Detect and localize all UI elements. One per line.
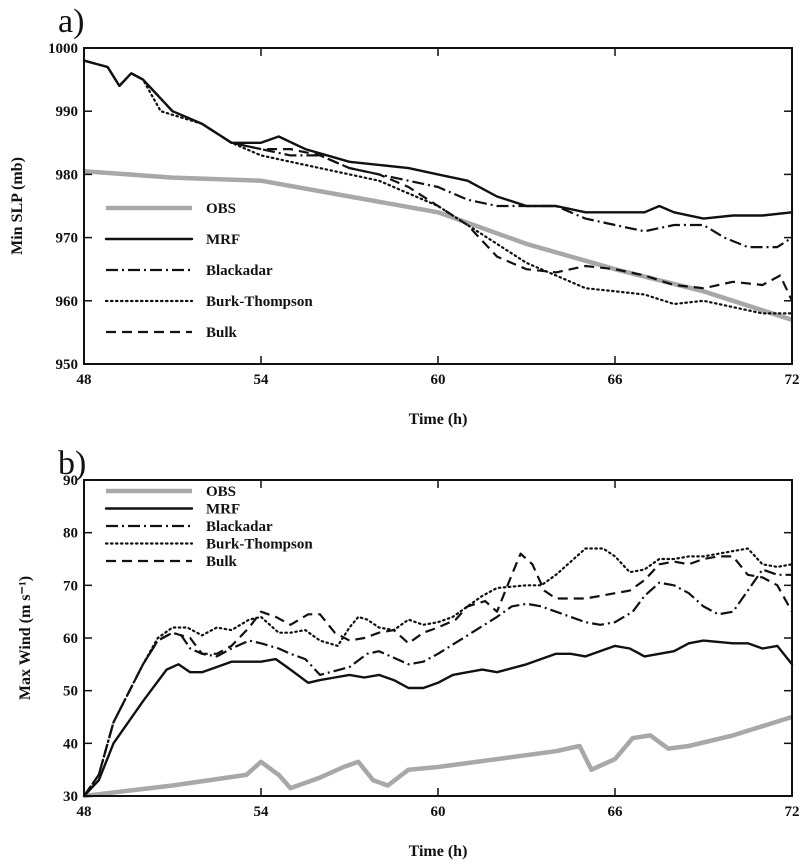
panel-a-ytick-label: 980 xyxy=(56,167,79,183)
panel-a-ytick-label: 960 xyxy=(56,294,79,310)
panel-a-xtick-label: 66 xyxy=(608,372,624,388)
panel-b-xtick-label: 66 xyxy=(608,804,624,820)
panel-a-legend-label-mrf: MRF xyxy=(206,232,240,248)
panel-b-ylabel: Max Wind (m s⁻¹) xyxy=(17,576,34,700)
panel-a-series-burk-thompson xyxy=(82,59,794,315)
panel-b-ytick-label: 90 xyxy=(63,473,78,489)
panel-b-xtick-label: 48 xyxy=(77,804,92,820)
panel-a-xlabel: Time (h) xyxy=(409,411,468,428)
panel-b-series xyxy=(82,547,794,799)
panel-b-series-blackadar xyxy=(83,568,792,797)
panel-b-ytick-label: 30 xyxy=(63,789,78,805)
panel-a-ticks: 48 54 60 66 72 950 960 970 980 990 1000 xyxy=(48,41,800,388)
panel-a-series-mrf xyxy=(82,59,794,220)
panel-a: a) 48 54 60 66 72 950 960 970 980 990 1000 OBS MRF B… xyxy=(9,3,800,428)
panel-a-legend-label-burk-thompson: Burk-Thompson xyxy=(206,294,313,310)
panel-a-ytick-label: 990 xyxy=(56,104,79,120)
panel-a-legend: OBS MRF Blackadar Burk-Thompson Bulk xyxy=(104,201,313,341)
panel-a-ytick-label: 970 xyxy=(56,231,79,247)
panel-b-series-mrf xyxy=(82,639,794,798)
panel-b-series-burk-thompson xyxy=(82,547,794,798)
panel-a-legend-label-blackadar: Blackadar xyxy=(206,263,273,279)
panel-b-ticks: 48 54 60 66 72 30 40 50 60 70 80 90 xyxy=(63,473,800,820)
panel-b-ytick-label: 80 xyxy=(63,526,78,542)
panel-b-ytick-label: 40 xyxy=(63,736,78,752)
panel-a-series-blackadar xyxy=(83,59,793,249)
panel-a-ytick-label: 1000 xyxy=(48,41,78,57)
panel-b-xtick-label: 72 xyxy=(785,804,800,820)
panel-b-ytick-label: 60 xyxy=(63,631,78,647)
panel-b-ytick-label: 70 xyxy=(63,578,78,594)
panel-b-series-obs xyxy=(83,714,793,799)
panel-b-xlabel: Time (h) xyxy=(409,843,468,860)
panel-b-xtick-label: 54 xyxy=(254,804,270,820)
panel-b-legend-label-bulk: Bulk xyxy=(206,554,238,570)
panel-a-legend-label-bulk: Bulk xyxy=(206,325,238,341)
panel-b-legend-label-blackadar: Blackadar xyxy=(206,519,273,535)
panel-a-legend-label-obs: OBS xyxy=(206,201,236,217)
panel-b-legend-label-obs: OBS xyxy=(206,484,236,500)
panel-b-legend-label-mrf: MRF xyxy=(206,502,240,518)
panel-b-label: b) xyxy=(58,445,86,482)
panel-b-series-bulk xyxy=(83,552,793,797)
panel-a-series-obs xyxy=(83,168,793,322)
panel-a-xtick-label: 60 xyxy=(431,372,446,388)
panel-b-xtick-label: 60 xyxy=(431,804,446,820)
panel-a-series-bulk xyxy=(83,59,793,302)
panel-b: b) 48 54 60 66 72 30 40 50 60 70 80 90 OBS MRFBlacka… xyxy=(17,445,800,860)
panel-a-ylabel: Min SLP (mb) xyxy=(9,157,26,255)
panel-a-label: a) xyxy=(58,3,84,40)
panel-a-xtick-label: 54 xyxy=(254,372,270,388)
panel-b-ytick-label: 50 xyxy=(63,684,78,700)
panel-a-xtick-label: 48 xyxy=(77,372,92,388)
panel-a-series xyxy=(82,59,794,322)
panel-a-xtick-label: 72 xyxy=(785,372,800,388)
panel-b-legend-label-burk-thompson: Burk-Thompson xyxy=(206,537,313,553)
panel-a-ytick-label: 950 xyxy=(56,357,79,373)
